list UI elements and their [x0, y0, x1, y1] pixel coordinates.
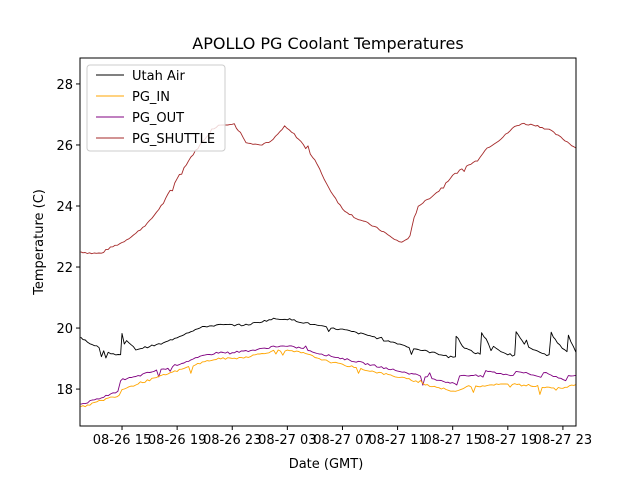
x-tick-label: 08-27 23	[534, 433, 592, 448]
series-group	[80, 122, 576, 408]
x-tick-label: 08-27 19	[479, 433, 537, 448]
legend-label: PG_SHUTTLE	[132, 132, 215, 147]
x-axis-label: Date (GMT)	[289, 457, 364, 472]
legend: Utah Air PG_IN PG_OUT PG_SHUTTLE	[86, 64, 226, 152]
y-axis-label: Temperature (C)	[32, 189, 47, 296]
x-tick-label: 08-26 19	[148, 433, 206, 448]
x-tick-label: 08-27 07	[313, 433, 371, 448]
series-line-pg-shuttle	[80, 122, 576, 255]
series-line-pg-out	[80, 345, 576, 405]
x-tick-label: 08-26 15	[93, 433, 151, 448]
y-tick-label: 20	[56, 322, 73, 337]
x-tick-label: 08-27 11	[368, 433, 426, 448]
legend-label: Utah Air	[132, 69, 185, 84]
y-tick-label: 28	[56, 78, 73, 93]
legend-label: PG_IN	[132, 90, 170, 105]
chart-title: APOLLO PG Coolant Temperatures	[192, 34, 463, 53]
x-tick-label: 08-27 03	[258, 433, 316, 448]
y-tick-label: 22	[56, 261, 73, 276]
plot-frame	[79, 57, 577, 427]
legend-label: PG_OUT	[132, 111, 184, 126]
legend-box	[86, 64, 226, 152]
y-tick-label: 18	[56, 383, 73, 398]
x-tick-label: 08-27 15	[423, 433, 481, 448]
y-tick-label: 26	[56, 139, 73, 154]
x-tick-label: 08-26 23	[203, 433, 261, 448]
series-line-utah-air	[80, 317, 576, 359]
y-tick-label: 24	[56, 200, 73, 215]
series-line-pg-in	[80, 349, 576, 408]
y-axis: 18 20 22 24 26 28	[56, 78, 80, 398]
